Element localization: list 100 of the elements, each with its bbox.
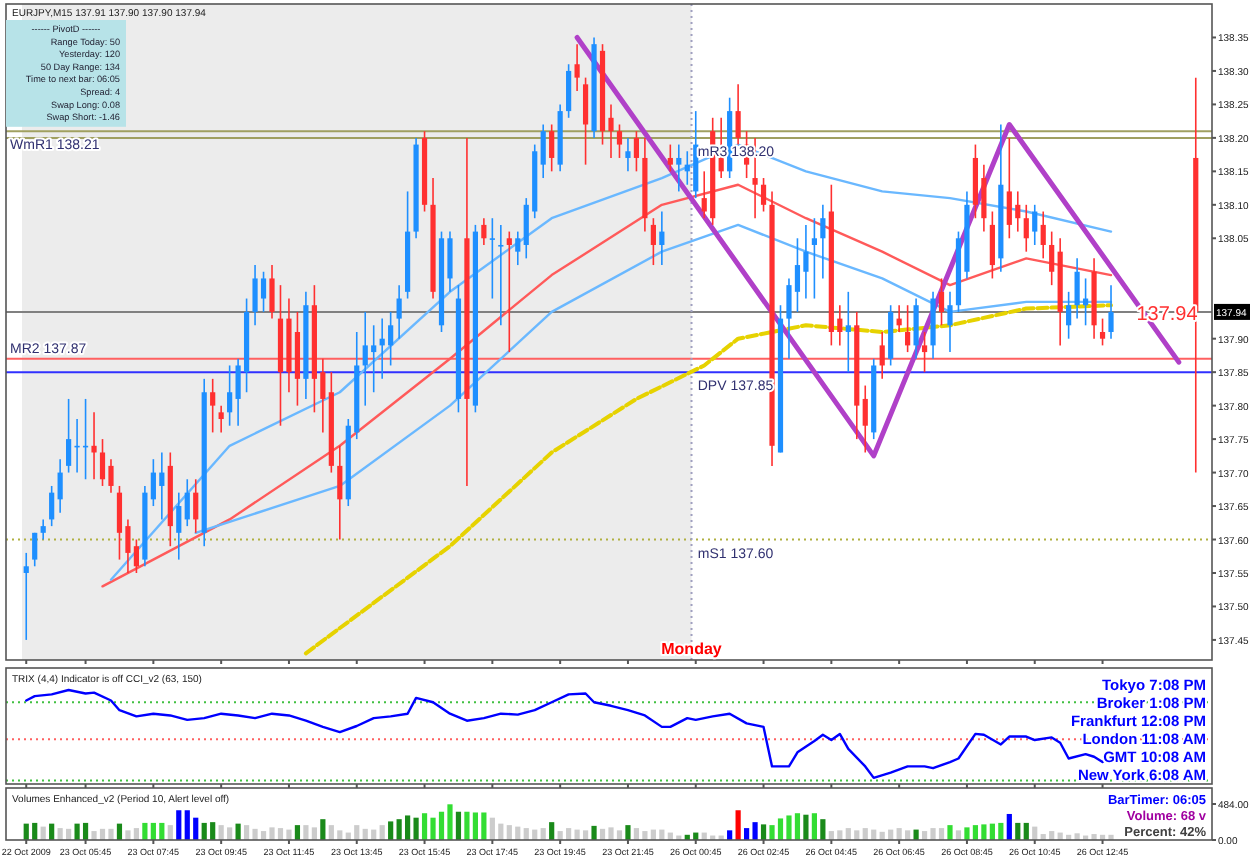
bar [74,823,80,840]
candlestick [294,311,301,407]
bar [955,830,962,840]
candlestick [49,485,55,527]
candlestick [540,123,546,179]
bar [608,827,614,840]
bar [405,815,411,840]
candlestick [1015,190,1021,233]
bar [930,828,936,840]
bar [752,822,758,840]
candlestick [210,378,216,434]
bar [82,822,89,840]
candlestick [498,224,504,327]
bar [388,821,394,840]
bar [311,827,317,840]
bar [396,819,402,840]
candlestick [947,291,953,353]
bar [1015,822,1021,840]
bar [1006,813,1012,840]
candlestick [1108,284,1114,340]
candlestick [1049,230,1055,286]
bar [125,830,131,840]
candlestick [506,230,512,353]
candlestick [625,137,631,173]
candlestick [184,478,190,527]
candlestick [566,63,572,119]
candlestick [938,277,945,327]
candlestick [650,217,656,266]
candlestick [921,331,928,373]
candlestick [905,304,911,353]
bar [472,812,478,840]
candlestick [489,217,495,300]
bar [167,825,173,840]
bar [184,810,190,840]
candlestick [972,143,979,219]
bar [616,830,623,840]
bar [549,822,555,840]
bar [159,822,165,840]
candlestick [888,304,894,367]
candlestick [574,43,580,92]
bar [820,819,826,840]
candlestick [396,284,402,340]
candlestick [371,324,377,394]
bar [286,829,292,840]
bar [760,824,767,840]
bar [243,825,250,840]
bar [176,810,182,840]
candlestick [879,331,885,380]
bar [328,825,334,840]
bar [294,825,301,840]
candlestick [57,458,63,514]
candlestick [176,491,182,561]
candlestick [1023,204,1029,253]
candlestick [91,411,97,481]
bar [438,811,445,840]
bar [91,831,97,840]
candlestick [930,291,936,360]
bar [303,825,309,840]
bar [786,815,792,840]
bar [413,817,419,840]
bar [735,810,741,840]
bar [379,825,385,840]
candlestick [633,130,640,173]
bar [142,822,148,840]
bar [464,811,470,840]
candlestick [981,163,987,233]
candlestick [989,210,995,280]
candlestick [803,224,809,300]
candlestick [515,230,521,266]
bar [794,813,801,840]
bar [777,818,784,840]
candlestick [1006,137,1012,240]
candlestick [159,451,165,521]
bar [1091,834,1097,840]
candlestick [794,237,801,313]
candlestick [337,445,343,541]
candlestick [1032,204,1038,246]
candlestick [1040,210,1046,260]
bar [201,822,207,840]
bar [625,825,631,840]
candlestick [1066,291,1072,340]
bar [998,822,1004,840]
candlestick [549,123,555,173]
candlestick [735,83,741,146]
candlestick [66,398,72,474]
candlestick [193,478,199,534]
candlestick [260,270,267,313]
candlestick [676,143,682,193]
candlestick [667,143,673,173]
bar [320,819,326,840]
bar [964,827,970,840]
bar [150,822,156,840]
bar [210,822,216,840]
candlestick [150,458,156,507]
candlestick [269,264,275,320]
bar [769,825,775,840]
candlestick [845,291,851,373]
line-series [194,223,1113,535]
bar [837,830,843,840]
bar [913,829,919,840]
